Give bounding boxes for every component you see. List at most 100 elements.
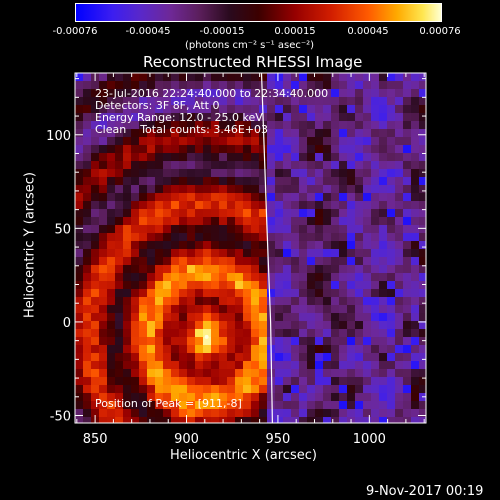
heatmap-cell xyxy=(355,401,363,409)
heatmap-cell xyxy=(331,361,339,369)
heatmap-cell xyxy=(395,81,403,89)
heatmap-cell xyxy=(107,145,115,153)
heatmap-cell xyxy=(379,217,387,225)
heatmap-cell xyxy=(315,305,323,313)
heatmap-cell xyxy=(131,297,139,305)
heatmap-cell xyxy=(419,401,426,409)
heatmap-cell xyxy=(243,121,251,129)
heatmap-cell xyxy=(219,345,227,353)
heatmap-cell xyxy=(131,337,139,345)
heatmap-cell xyxy=(211,377,219,385)
heatmap-cell xyxy=(363,233,371,241)
heatmap-cell xyxy=(91,369,99,377)
heatmap-cell xyxy=(267,225,275,233)
x-axis-label: Heliocentric X (arcsec) xyxy=(170,448,317,463)
heatmap-cell xyxy=(283,409,291,417)
heatmap-cell xyxy=(131,409,139,417)
heatmap-cell xyxy=(139,249,147,257)
heatmap-cell xyxy=(347,249,355,257)
heatmap-cell xyxy=(163,129,171,137)
heatmap-cell xyxy=(179,217,187,225)
heatmap-cell xyxy=(163,417,171,423)
heatmap-cell xyxy=(323,185,331,193)
heatmap-cell xyxy=(291,129,299,137)
heatmap-cell xyxy=(339,89,347,97)
heatmap-cell xyxy=(251,417,259,423)
heatmap-cell xyxy=(275,337,283,345)
heatmap-cell xyxy=(115,137,123,145)
heatmap-cell xyxy=(203,257,211,265)
heatmap-cell xyxy=(123,377,131,385)
heatmap-cell xyxy=(219,113,227,121)
heatmap-cell xyxy=(107,393,115,401)
heatmap-cell xyxy=(379,273,387,281)
heatmap-cell xyxy=(83,105,91,113)
heatmap-cell xyxy=(403,153,411,161)
heatmap-cell xyxy=(363,177,371,185)
heatmap-cell xyxy=(371,305,379,313)
heatmap-cell xyxy=(307,97,315,105)
heatmap-cell xyxy=(123,121,131,129)
heatmap-cell xyxy=(259,257,267,265)
heatmap-cell xyxy=(371,329,379,337)
heatmap-cell xyxy=(123,97,131,105)
heatmap-cell xyxy=(283,241,291,249)
heatmap-cell xyxy=(243,97,251,105)
heatmap-cell xyxy=(243,169,251,177)
heatmap-cell xyxy=(275,145,283,153)
heatmap-cell xyxy=(411,185,419,193)
heatmap-cell xyxy=(107,217,115,225)
heatmap-cell xyxy=(275,153,283,161)
heatmap-cell xyxy=(323,113,331,121)
heatmap-cell xyxy=(331,241,339,249)
heatmap-cell xyxy=(115,113,123,121)
heatmap-cell xyxy=(355,225,363,233)
heatmap-cell xyxy=(163,393,171,401)
heatmap-cell xyxy=(243,393,251,401)
x-tick-label: 850 xyxy=(83,432,108,447)
heatmap-cell xyxy=(395,337,403,345)
heatmap-cell xyxy=(171,401,179,409)
heatmap-cell xyxy=(355,369,363,377)
heatmap-cell xyxy=(275,105,283,113)
heatmap-cell xyxy=(195,281,203,289)
heatmap-cell xyxy=(75,249,83,257)
heatmap-cell xyxy=(299,361,307,369)
heatmap-cell xyxy=(219,401,227,409)
heatmap-cell xyxy=(91,249,99,257)
heatmap-cell xyxy=(299,201,307,209)
heatmap-cell xyxy=(171,225,179,233)
heatmap-cell xyxy=(171,105,179,113)
heatmap-cell xyxy=(371,249,379,257)
heatmap-cell xyxy=(275,161,283,169)
heatmap-cell xyxy=(107,353,115,361)
heatmap-cell xyxy=(395,233,403,241)
heatmap-cell xyxy=(131,81,139,89)
heatmap-cell xyxy=(147,361,155,369)
heatmap-cell xyxy=(267,129,275,137)
heatmap-cell xyxy=(395,417,403,423)
heatmap-cell xyxy=(75,297,83,305)
heatmap-cell xyxy=(99,417,107,423)
heatmap-cell xyxy=(187,313,195,321)
heatmap-cell xyxy=(363,297,371,305)
heatmap-cell xyxy=(203,233,211,241)
y-tick-label: 100 xyxy=(46,129,71,144)
heatmap-cell xyxy=(323,257,331,265)
heatmap-cell xyxy=(411,241,419,249)
heatmap-cell xyxy=(275,81,283,89)
heatmap-cell xyxy=(419,105,426,113)
heatmap-cell xyxy=(411,225,419,233)
heatmap-cell xyxy=(131,129,139,137)
heatmap-cell xyxy=(171,337,179,345)
heatmap-cell xyxy=(259,361,267,369)
heatmap-cell xyxy=(395,129,403,137)
heatmap-cell xyxy=(187,281,195,289)
heatmap-cell xyxy=(187,377,195,385)
heatmap-cell xyxy=(115,153,123,161)
heatmap-cell xyxy=(83,273,91,281)
heatmap-cell xyxy=(387,305,395,313)
heatmap-cell xyxy=(371,193,379,201)
heatmap-cell xyxy=(291,193,299,201)
heatmap-cell xyxy=(307,161,315,169)
